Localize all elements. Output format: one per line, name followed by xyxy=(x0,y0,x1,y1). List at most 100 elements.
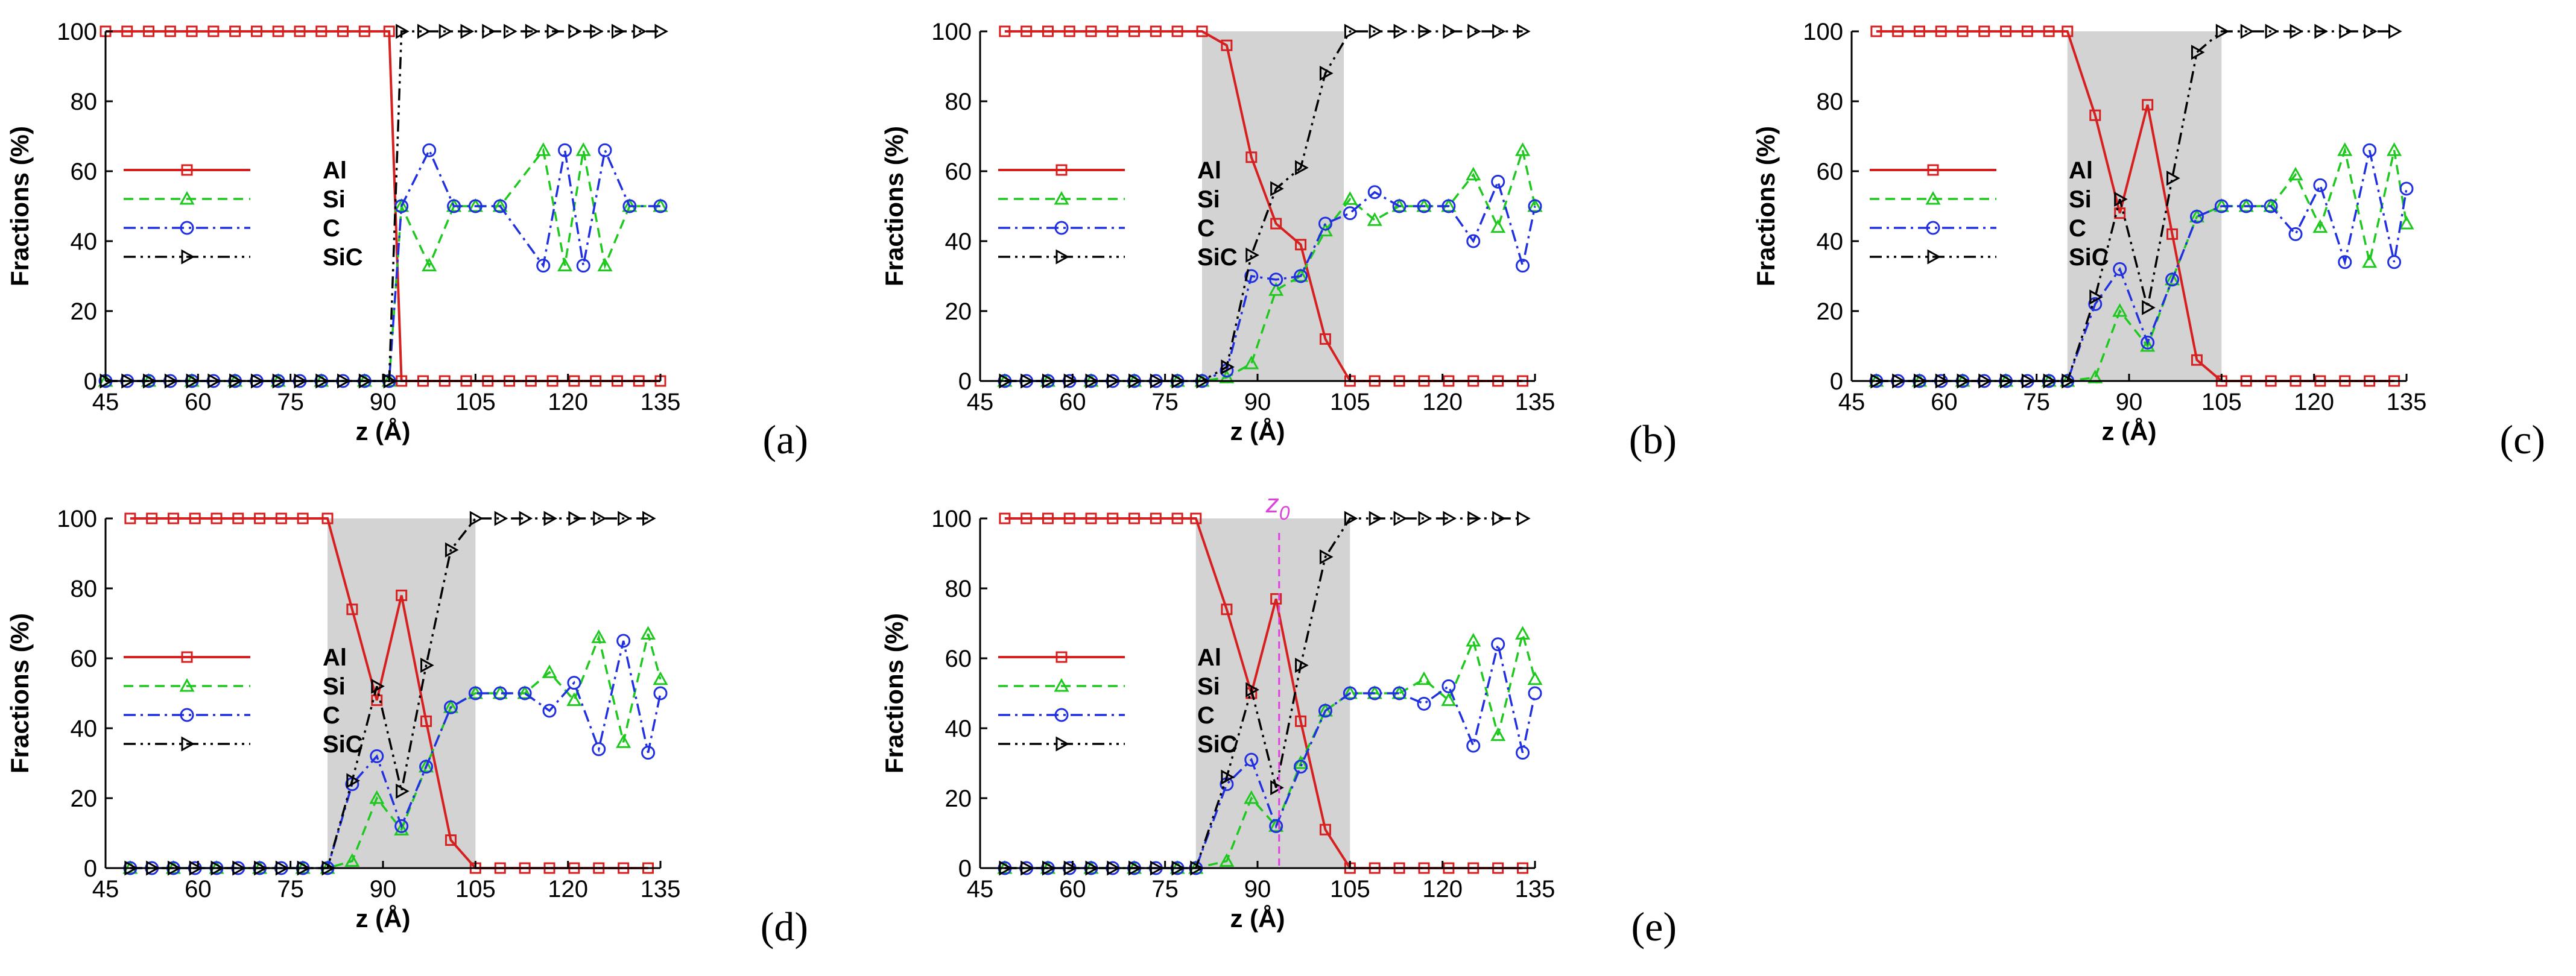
legend-marker-al xyxy=(1055,651,1068,663)
data-point-c xyxy=(1392,199,1407,213)
data-point-al xyxy=(210,512,223,524)
data-point-si xyxy=(1244,790,1259,804)
data-point-c xyxy=(1516,746,1530,760)
data-point-al xyxy=(186,25,198,37)
data-point-al xyxy=(371,694,383,707)
data-point-c xyxy=(2239,199,2253,213)
data-point-al xyxy=(1107,512,1119,524)
x-tick-label: 105 xyxy=(455,389,496,415)
y-tick-label: 100 xyxy=(57,506,97,532)
legend-marker-sic xyxy=(181,249,195,265)
legend-label-c: C xyxy=(2069,215,2086,242)
legend-label-c: C xyxy=(1197,215,1215,242)
data-point-si xyxy=(1466,166,1481,181)
data-point-al xyxy=(1221,603,1233,616)
data-point-al xyxy=(1957,25,1969,37)
data-point-si xyxy=(1317,222,1333,237)
data-point-si xyxy=(591,629,607,643)
data-point-al xyxy=(1063,512,1075,524)
data-point-al xyxy=(1319,823,1331,836)
data-point-sic xyxy=(1295,160,1309,175)
data-point-c xyxy=(493,686,507,701)
data-point-si xyxy=(2263,198,2279,212)
x-tick-label: 75 xyxy=(1151,389,1179,415)
data-point-si xyxy=(2362,254,2378,268)
data-point-al xyxy=(1021,512,1033,524)
data-point-c xyxy=(653,686,668,701)
data-point-al xyxy=(358,25,370,37)
data-point-si xyxy=(344,853,360,867)
legend-label-sic: SiC xyxy=(323,731,363,758)
legend-marker-sic xyxy=(1927,249,1941,265)
x-tick-label: 120 xyxy=(548,389,588,415)
data-point-si xyxy=(2399,215,2414,230)
data-point-al xyxy=(445,834,457,846)
x-tick-label: 90 xyxy=(370,389,397,415)
data-point-sic xyxy=(2089,289,2103,305)
data-point-c xyxy=(1441,199,1456,213)
data-point-c xyxy=(1294,269,1308,283)
data-point-al xyxy=(1978,25,1990,37)
x-tick-label: 135 xyxy=(1515,876,1555,902)
data-point-al xyxy=(1021,25,1033,37)
data-point-al xyxy=(275,512,287,524)
chart-panel-b: 45 60 75 90 105 120 135 0 20 40 60 80 100 z (Å) Fracti… xyxy=(880,19,1677,462)
data-point-al xyxy=(1245,151,1258,163)
x-tick-label: 90 xyxy=(1244,876,1271,902)
x-axis-label: z (Å) xyxy=(356,417,411,445)
data-point-c xyxy=(1318,704,1332,718)
data-point-sic xyxy=(1221,359,1235,375)
data-point-sic xyxy=(420,658,434,673)
data-point-sic xyxy=(611,24,625,39)
data-point-c xyxy=(622,199,637,213)
data-point-al xyxy=(1190,512,1202,524)
data-point-sic xyxy=(396,783,410,799)
y-axis-label: Fractions (%) xyxy=(5,126,34,286)
data-point-al xyxy=(232,512,244,524)
data-point-si xyxy=(542,664,557,678)
data-point-c xyxy=(641,746,656,760)
x-tick-label: 105 xyxy=(455,876,496,902)
data-point-c xyxy=(2113,262,2127,276)
data-point-si xyxy=(616,734,631,748)
data-point-si xyxy=(443,699,458,713)
series-line-si xyxy=(1876,146,2408,382)
data-point-si xyxy=(2112,303,2128,317)
data-point-si xyxy=(597,257,613,272)
x-axis-label: z (Å) xyxy=(356,904,411,933)
data-point-al xyxy=(1295,239,1307,251)
data-point-sic xyxy=(1369,511,1383,526)
x-tick-label: 75 xyxy=(277,876,304,902)
data-point-c xyxy=(1343,206,1357,221)
data-point-si xyxy=(1416,671,1432,685)
legend-marker-c xyxy=(180,708,194,722)
data-point-al xyxy=(1171,25,1183,37)
data-point-c xyxy=(1244,752,1259,767)
legend-label-c: C xyxy=(323,215,340,242)
data-point-sic xyxy=(2314,24,2328,39)
legend-label-si: Si xyxy=(1197,186,1220,213)
data-point-c xyxy=(1269,272,1283,287)
y-tick-label: 0 xyxy=(958,855,972,882)
data-point-al xyxy=(1107,25,1119,37)
data-point-sic xyxy=(460,24,475,39)
data-point-si xyxy=(1527,671,1543,685)
data-point-sic xyxy=(525,24,539,39)
data-point-c xyxy=(447,199,461,213)
data-point-c xyxy=(2088,297,2103,311)
y-tick-label: 80 xyxy=(71,89,98,115)
data-point-al xyxy=(337,25,349,37)
data-point-al xyxy=(2062,25,2074,37)
data-point-al xyxy=(189,512,201,524)
y-tick-label: 40 xyxy=(945,228,972,255)
data-point-si xyxy=(422,257,437,272)
data-point-c xyxy=(1318,216,1332,231)
data-point-c xyxy=(1491,637,1505,652)
x-tick-label: 45 xyxy=(967,876,994,902)
data-point-sic xyxy=(1270,181,1284,197)
data-point-sic xyxy=(2215,24,2230,39)
legend-label-si: Si xyxy=(323,673,346,700)
data-point-si xyxy=(1490,219,1506,233)
